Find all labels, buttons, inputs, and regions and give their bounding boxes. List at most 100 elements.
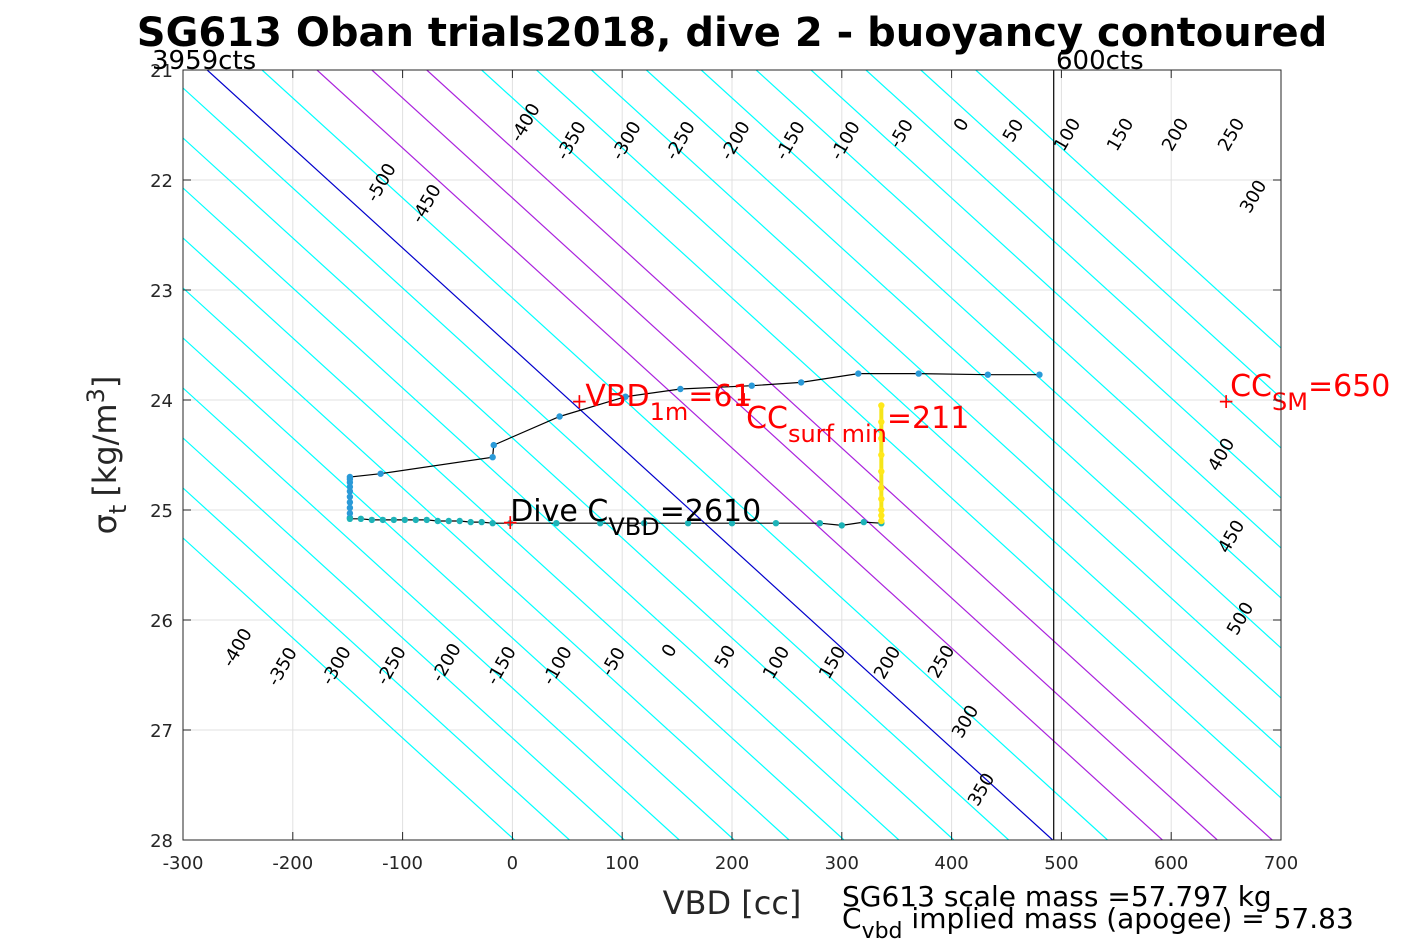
dive-c-vbd-text: Dive C bbox=[510, 494, 608, 529]
contour-line bbox=[261, 70, 1108, 840]
contour-line bbox=[700, 70, 1281, 599]
climb-point bbox=[346, 499, 354, 506]
surface-point bbox=[878, 512, 885, 519]
chart-title: SG613 Oban trials2018, dive 2 - buoyancy… bbox=[137, 10, 1327, 56]
climb-point bbox=[984, 371, 992, 378]
y-tick-label: 26 bbox=[150, 611, 173, 632]
dive-point bbox=[456, 517, 463, 525]
dive-c-vbd-marker: + bbox=[502, 510, 519, 534]
annotations: +VBD1m=61+CCsurf min=211 +CCSM=650+Dive C… bbox=[502, 369, 1391, 541]
scale-mass-note: SG613 scale mass =57.797 kg bbox=[842, 880, 1272, 913]
dive-c-vbd-value: =2610 bbox=[660, 494, 761, 529]
surface-point bbox=[878, 506, 885, 514]
dive-point bbox=[478, 518, 485, 526]
climb-point bbox=[915, 370, 922, 377]
contour-line bbox=[426, 70, 1273, 840]
contour-line bbox=[975, 70, 1281, 349]
contour-line bbox=[183, 437, 625, 840]
contour-line bbox=[183, 187, 900, 840]
contour-line bbox=[536, 70, 1281, 749]
climb-point bbox=[748, 382, 755, 389]
climb-point bbox=[346, 488, 354, 495]
implied-mass-note: Cvbd implied mass (apogee) = 57.83 bbox=[842, 902, 1354, 944]
y-axis-label-symbol: σ bbox=[86, 514, 124, 534]
contour-line bbox=[371, 70, 1218, 840]
vbd-1m-value: =61 bbox=[688, 379, 751, 414]
contour-line bbox=[591, 70, 1281, 699]
contour-line bbox=[481, 70, 1281, 799]
contour-line bbox=[183, 137, 955, 840]
dive-point bbox=[379, 516, 387, 524]
x-tick-label: 500 bbox=[1044, 853, 1078, 874]
y-tick-label: 25 bbox=[150, 501, 173, 522]
climb-point bbox=[622, 393, 629, 400]
x-tick-label: 600 bbox=[1154, 853, 1188, 874]
cc-surf-min-sub: surf min bbox=[788, 420, 887, 448]
axes: -300 -200 -100 0 100 200 300 400 500 600 700 21 22 23… bbox=[150, 61, 1298, 874]
surface-point bbox=[878, 435, 885, 442]
climb-point bbox=[346, 473, 354, 481]
vbd-1m-label: VBD1m=61 bbox=[585, 379, 751, 426]
cc-sm-sub: SM bbox=[1272, 388, 1308, 416]
buoyancy-contours bbox=[183, 70, 1281, 840]
dive-point bbox=[838, 522, 845, 529]
dive-c-vbd-label: Dive CVBD=2610 bbox=[510, 494, 761, 541]
dive-point bbox=[401, 516, 408, 524]
implied-mass-prefix: C bbox=[842, 902, 862, 935]
contour-line bbox=[645, 70, 1281, 649]
x-axis-label: VBD [cc] bbox=[663, 884, 802, 922]
contour-line bbox=[865, 70, 1281, 449]
vbd-1m-marker: + bbox=[571, 389, 588, 413]
surface-point bbox=[878, 468, 885, 475]
dive-point bbox=[434, 517, 441, 525]
contour-line bbox=[183, 387, 680, 840]
x-tick-label: 100 bbox=[605, 853, 639, 874]
vbd-1m-sub: 1m bbox=[650, 398, 689, 426]
cc-surf-min-text: CC bbox=[746, 401, 788, 436]
contour-line bbox=[810, 70, 1281, 499]
dive-point bbox=[357, 515, 365, 522]
climb-point bbox=[346, 504, 354, 511]
climb-point bbox=[346, 483, 354, 491]
counts-left-label: 3959cts bbox=[152, 46, 256, 76]
climb-point bbox=[490, 441, 497, 449]
dive-point bbox=[597, 520, 604, 527]
y-axis-label-units: [kg/m bbox=[86, 403, 124, 496]
dive-point bbox=[728, 520, 736, 527]
climb-point bbox=[797, 379, 805, 386]
data-series bbox=[346, 370, 1043, 529]
y-axis-label-sup: 3 bbox=[82, 388, 110, 403]
surface-point bbox=[878, 451, 885, 459]
y-tick-label: 24 bbox=[150, 391, 173, 412]
climb-point bbox=[346, 510, 354, 517]
y-tick-label: 22 bbox=[150, 171, 173, 192]
surface-point bbox=[878, 517, 885, 525]
dive-point bbox=[640, 520, 648, 527]
climb-point bbox=[855, 370, 862, 377]
implied-mass-suffix: implied mass (apogee) = 57.83 bbox=[903, 902, 1354, 935]
dive-point bbox=[423, 516, 430, 524]
climb-point bbox=[556, 413, 563, 420]
contour-line bbox=[183, 337, 735, 840]
y-tick-label: 21 bbox=[150, 61, 173, 82]
x-tick-label: 300 bbox=[825, 853, 859, 874]
x-tick-label: -300 bbox=[163, 853, 204, 874]
y-axis-label-sub: t bbox=[104, 505, 132, 514]
vbd-1m-text: VBD bbox=[585, 379, 649, 414]
dive-point bbox=[445, 517, 452, 525]
svg-text:σt[kg/m3]: σt [kg/m3] bbox=[82, 376, 132, 535]
climb-point bbox=[346, 493, 354, 500]
surface-point bbox=[878, 495, 885, 503]
contour-line bbox=[920, 70, 1281, 399]
y-tick-label: 27 bbox=[150, 721, 173, 742]
dive-point bbox=[390, 516, 398, 524]
cc-surf-min-marker: + bbox=[736, 387, 753, 411]
contour-line bbox=[316, 70, 1163, 840]
contour-line bbox=[183, 487, 570, 840]
dive-point bbox=[772, 520, 780, 527]
dive-point bbox=[467, 518, 474, 526]
surface-point bbox=[878, 418, 885, 426]
contour-line bbox=[183, 87, 1010, 840]
plot-frame bbox=[182, 69, 1282, 841]
dive-point bbox=[507, 520, 514, 527]
